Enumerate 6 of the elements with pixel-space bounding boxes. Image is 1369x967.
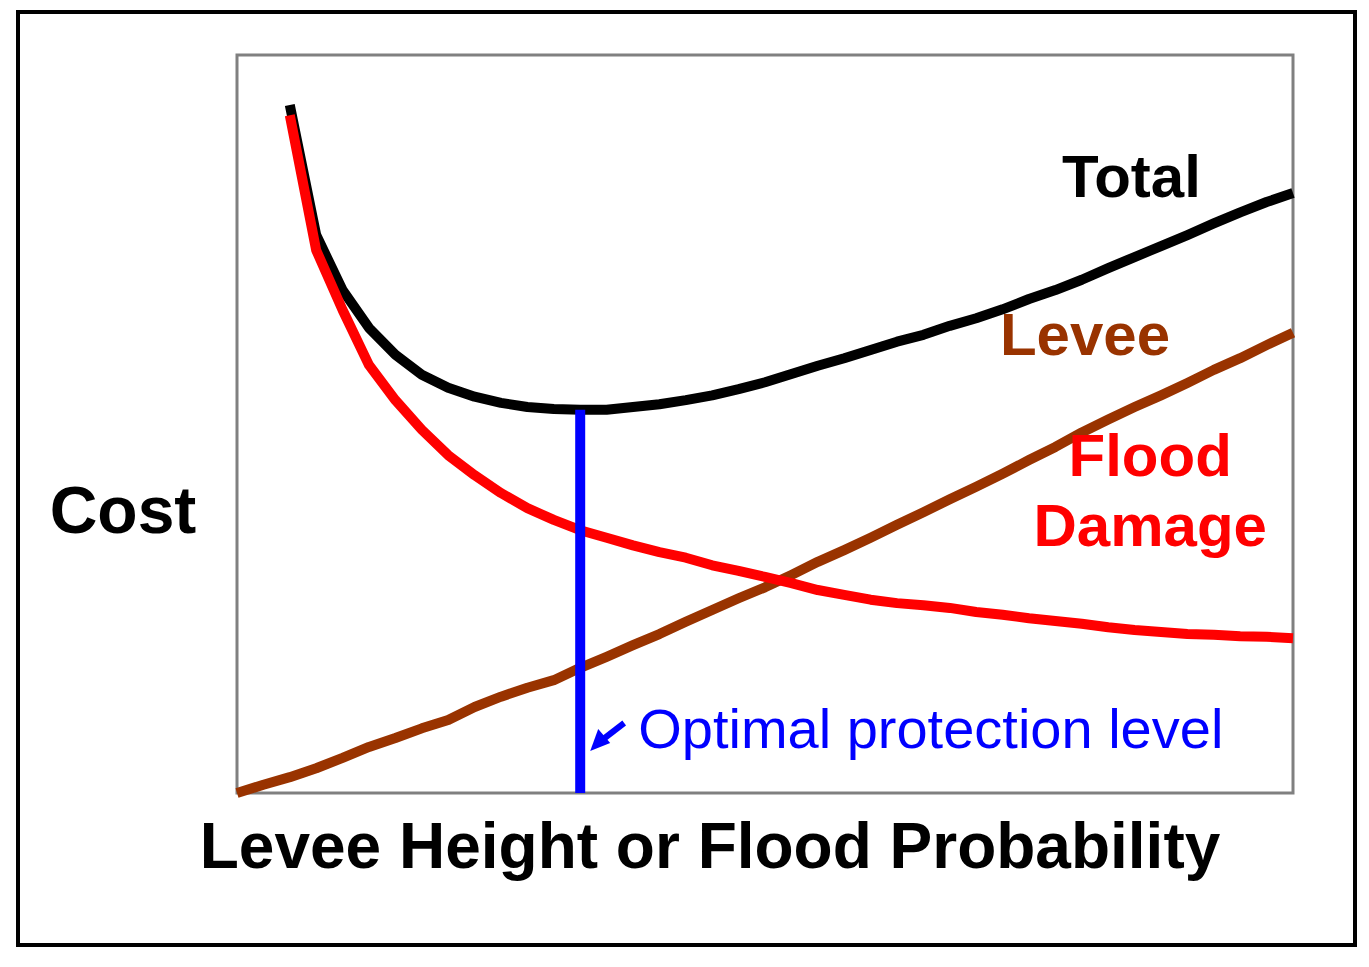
x-axis-title: Levee Height or Flood Probability — [199, 810, 1221, 882]
series-label: Flood Damage — [1033, 422, 1267, 560]
y-axis-title: Cost — [49, 473, 197, 547]
annotation: Optimal protection level — [638, 697, 1224, 760]
series-label: Total — [1061, 143, 1201, 211]
series-label: Levee — [999, 301, 1171, 369]
